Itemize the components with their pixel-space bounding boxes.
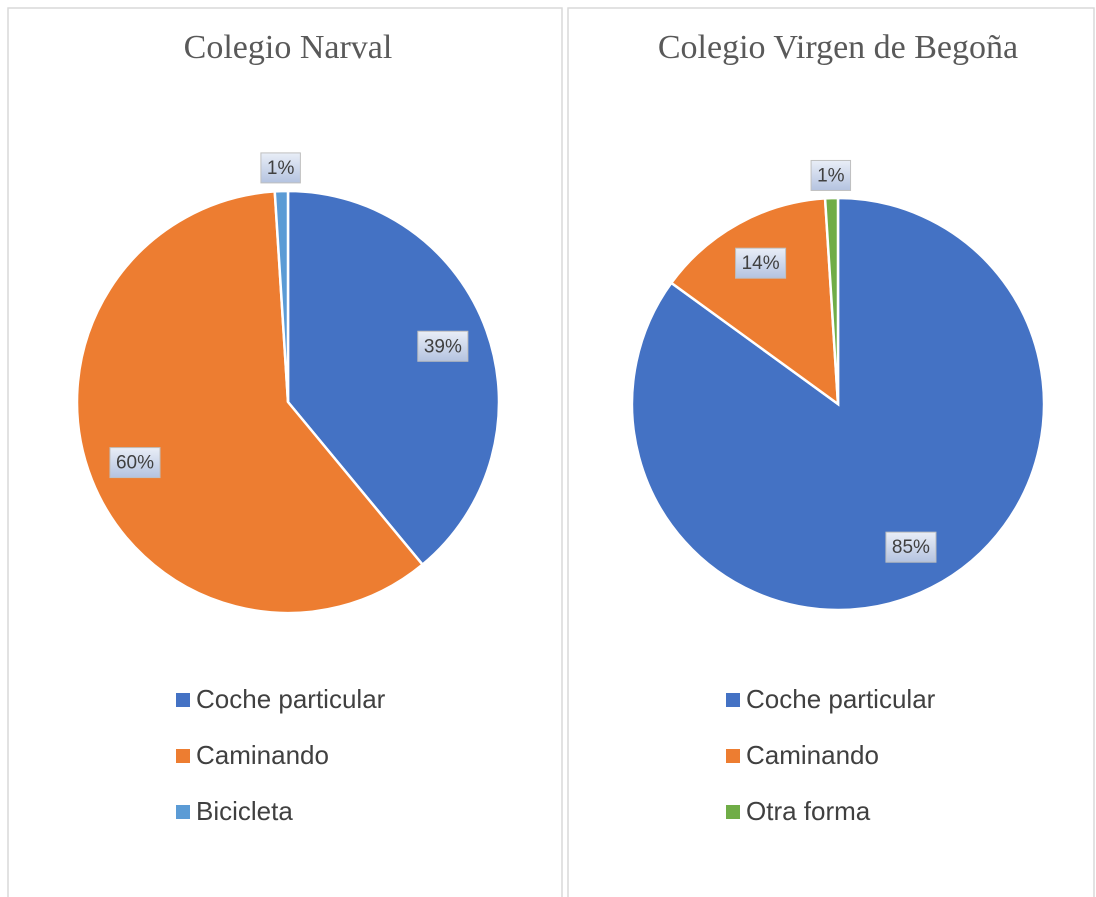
chart-title: Colegio Virgen de Begoña bbox=[658, 29, 1018, 66]
legend-label: Bicicleta bbox=[196, 796, 293, 826]
pie-slice bbox=[823, 196, 840, 405]
data-label: 39% bbox=[424, 336, 462, 357]
data-label-box bbox=[417, 330, 469, 362]
data-label-box bbox=[885, 531, 937, 563]
data-label-box bbox=[109, 447, 161, 479]
pie-slice bbox=[75, 190, 425, 615]
data-label: 60% bbox=[116, 453, 154, 474]
legend-label: Coche particular bbox=[746, 684, 936, 714]
data-label: 85% bbox=[892, 537, 930, 558]
legend-label: Coche particular bbox=[196, 684, 386, 714]
data-label-box bbox=[260, 152, 301, 184]
legend-swatch bbox=[176, 805, 190, 819]
data-label: 1% bbox=[817, 165, 845, 186]
legend-swatch bbox=[176, 749, 190, 763]
pie-slice bbox=[273, 189, 290, 403]
pie-slice bbox=[669, 197, 840, 407]
data-label: 14% bbox=[742, 253, 780, 274]
data-label-box bbox=[735, 247, 787, 279]
legend-swatch bbox=[726, 805, 740, 819]
chart-title: Colegio Narval bbox=[184, 29, 393, 66]
legend-swatch bbox=[726, 693, 740, 707]
pie-slice bbox=[286, 189, 501, 567]
data-label-box bbox=[810, 159, 852, 191]
legend-label: Otra forma bbox=[746, 796, 871, 826]
legend-swatch bbox=[176, 693, 190, 707]
data-label: 1% bbox=[267, 158, 295, 179]
legend-swatch bbox=[726, 749, 740, 763]
legend-label: Caminando bbox=[196, 740, 329, 770]
legend-label: Caminando bbox=[746, 740, 879, 770]
